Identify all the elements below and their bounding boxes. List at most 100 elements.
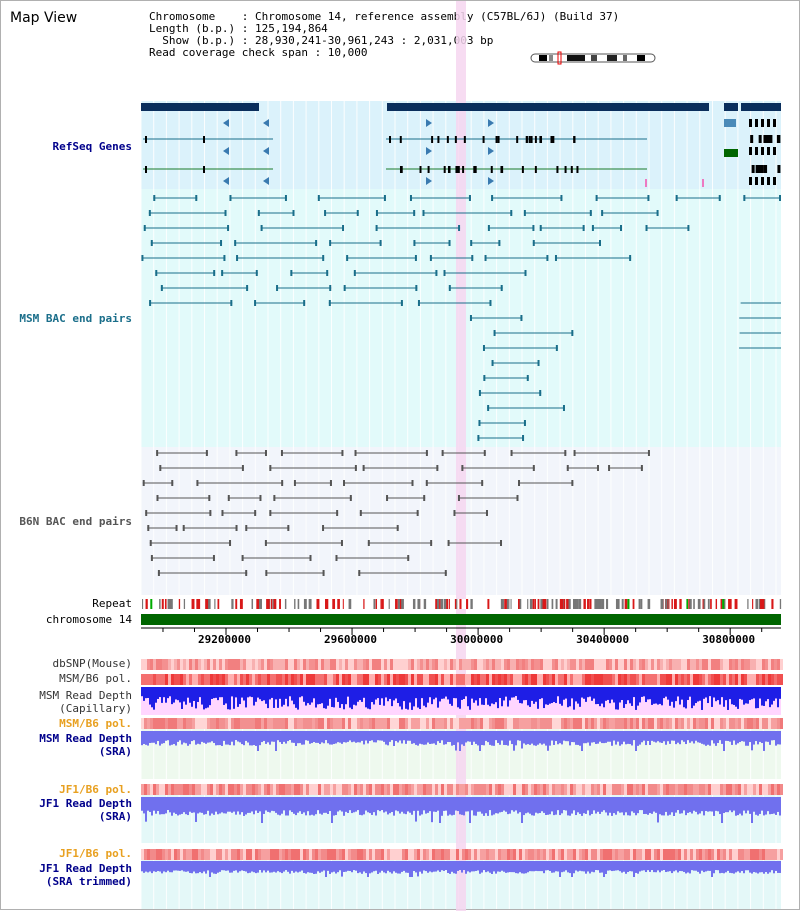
msm-cap-depth-bar	[267, 687, 269, 709]
dbsnp-cell	[444, 659, 447, 670]
jf1-trim-depth-bar	[463, 861, 465, 871]
dbsnp-cell	[498, 659, 501, 670]
msm-pol-cell	[552, 674, 555, 685]
repeat-element	[363, 599, 365, 609]
msm-pol-cell	[243, 674, 246, 685]
msm-pol-cell	[417, 674, 420, 685]
jf1-pol-cell	[189, 784, 192, 795]
dbsnp-cell	[624, 659, 627, 670]
jf1-pol2-cell	[777, 849, 780, 860]
jf1-pol-cell	[378, 784, 381, 795]
msm-pol-cell	[174, 674, 177, 685]
jf1-trim-depth-bar	[595, 861, 597, 871]
jf1-trim-depth-bar	[489, 861, 491, 873]
dbsnp-cell	[441, 659, 444, 670]
jf1-sra-depth-bar	[631, 797, 633, 812]
jf1-sra-depth-bar	[207, 797, 209, 811]
jf1-trim-depth-bar	[237, 861, 239, 873]
b6n-bac-pair-end	[518, 480, 521, 486]
msm-sra-depth-bar	[203, 731, 205, 743]
msm-cap-depth-bar	[195, 687, 197, 709]
jf1-pol-cell	[402, 784, 405, 795]
jf1-pol2-cell	[192, 849, 195, 860]
msm-cap-depth-bar	[597, 687, 599, 704]
jf1-sra-depth-bar	[189, 797, 191, 812]
jf1-trim-depth-bar	[571, 861, 573, 877]
jf1-sra-depth-bar	[591, 797, 593, 814]
msm-sra-depth-bar	[707, 731, 709, 745]
jf1-trim-depth-bar	[535, 861, 537, 871]
msm-cap-depth-bar	[453, 687, 455, 699]
jf1-sra-depth-bar	[571, 797, 573, 814]
repeat-element	[779, 599, 782, 609]
msm-cap-depth-bar	[511, 687, 513, 698]
repeat-element	[728, 599, 731, 609]
b6n-bac-pair-end	[241, 465, 244, 471]
msm-cap-depth-bar	[337, 687, 339, 702]
msm-cap-depth-bar	[433, 687, 435, 700]
jf1-sra-depth-bar	[621, 797, 623, 813]
dbsnp-cell	[177, 659, 180, 670]
msm-cap-depth-bar	[235, 687, 237, 698]
msm-sra-depth-bar	[709, 731, 711, 746]
msm-sra-depth-bar	[365, 731, 367, 741]
exon	[482, 136, 485, 143]
repeat-element	[401, 599, 404, 609]
jf1-pol-cell	[780, 784, 783, 795]
msm-sra-depth-bar	[647, 731, 649, 741]
jf1-sra-depth-bar	[163, 797, 165, 815]
repeat-element	[325, 599, 328, 609]
dbsnp-cell	[636, 659, 639, 670]
jf1-trim-depth-bar	[229, 861, 231, 873]
msm-pol2-cell	[651, 718, 654, 729]
msm-cap-depth-bar	[537, 687, 539, 709]
msm-cap-depth-bar	[605, 687, 607, 701]
msm-pol2-cell	[498, 718, 501, 729]
repeat-element	[755, 599, 759, 609]
msm-cap-depth-bar	[265, 687, 267, 704]
msm-pol-cell	[447, 674, 450, 685]
jf1-sra-depth-bar	[647, 797, 649, 815]
jf1-sra-depth-bar	[247, 797, 249, 813]
b6n-bac-pair-end	[281, 480, 284, 486]
msm-pol2-cell	[408, 718, 411, 729]
msm-sra-depth-bar	[325, 731, 327, 741]
jf1-pol2-cell	[153, 849, 156, 860]
jf1-sra-depth-bar	[669, 797, 671, 815]
b6n-bac-pair-end	[142, 480, 145, 486]
jf1-trim-depth-bar	[421, 861, 423, 874]
msm-pol-cell	[672, 674, 675, 685]
jf1-pol2-cell	[456, 849, 459, 860]
jf1-sra-depth-bar	[565, 797, 567, 811]
exon	[767, 119, 770, 127]
msm-pol2-cell	[156, 718, 159, 729]
msm-bac-pair-end	[155, 270, 158, 276]
msm-pol2-cell	[258, 718, 261, 729]
msm-cap-depth-bar	[459, 687, 461, 709]
msm-sra-depth-bar	[141, 731, 143, 746]
jf1-pol2-cell	[480, 849, 483, 860]
jf1-sra-depth-bar	[391, 797, 393, 812]
msm-pol-cell	[432, 674, 435, 685]
jf1-trim-depth-bar	[337, 861, 339, 873]
jf1-pol2-cell	[441, 849, 444, 860]
msm-sra-depth-bar	[411, 731, 413, 744]
jf1-trim-depth-bar	[579, 861, 581, 871]
dbsnp-cell	[645, 659, 648, 670]
msm-cap-depth-bar	[409, 687, 411, 703]
msm-sra-depth-bar	[191, 731, 193, 742]
msm-cap-depth-bar	[319, 687, 321, 704]
jf1-pol2-cell	[378, 849, 381, 860]
jf1-pol-cell	[765, 784, 768, 795]
msm-bac-pair-end	[478, 390, 481, 396]
msm-pol2-cell	[309, 718, 312, 729]
jf1-pol2-cell	[177, 849, 180, 860]
msm-pol-cell	[504, 674, 507, 685]
msm-pol2-cell	[456, 718, 459, 729]
repeat-element	[724, 599, 726, 609]
jf1-sra-depth-bar	[377, 797, 379, 811]
jf1-pol2-cell	[414, 849, 417, 860]
msm-pol2-cell	[591, 718, 594, 729]
dbsnp-cell	[621, 659, 624, 670]
